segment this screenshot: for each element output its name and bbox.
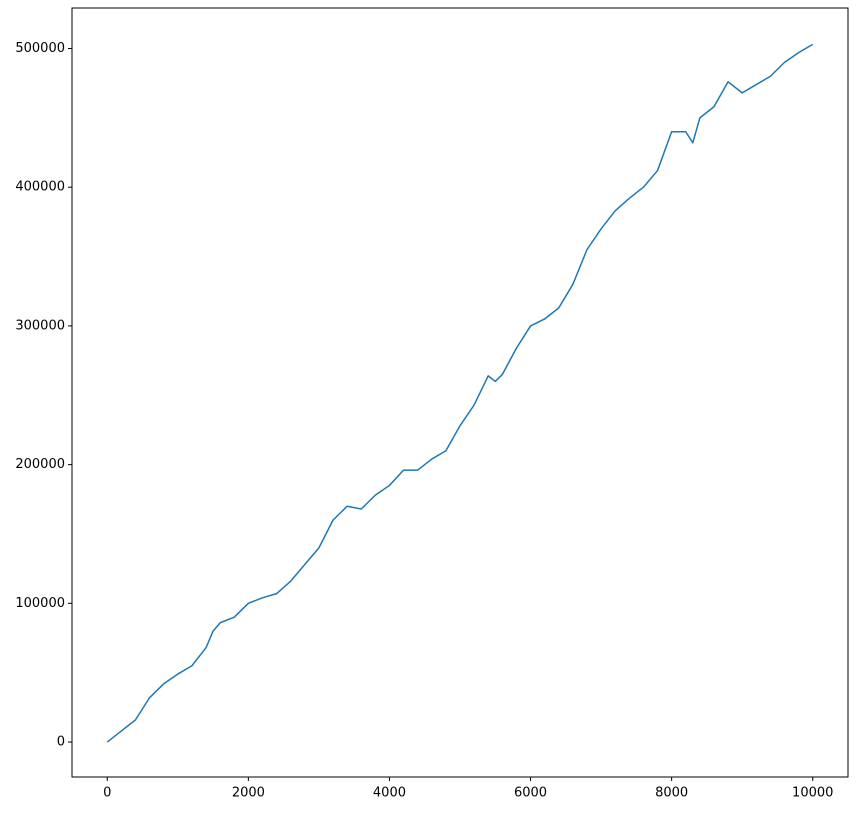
x-tick-label: 8000 — [655, 786, 688, 801]
y-tick-label: 0 — [57, 735, 65, 750]
y-tick-label: 300000 — [15, 318, 65, 333]
x-tick-label: 2000 — [232, 786, 265, 801]
plot-frame — [71, 7, 849, 778]
x-tick-label: 4000 — [373, 786, 406, 801]
x-tick-label: 6000 — [514, 786, 547, 801]
y-tick-label: 100000 — [15, 596, 65, 611]
y-tick-label: 500000 — [15, 41, 65, 56]
x-tick-label: 0 — [103, 786, 111, 801]
x-tick-label: 10000 — [792, 786, 833, 801]
y-tick-label: 400000 — [15, 180, 65, 195]
line — [106, 43, 814, 743]
y-tick-label: 200000 — [15, 457, 65, 472]
